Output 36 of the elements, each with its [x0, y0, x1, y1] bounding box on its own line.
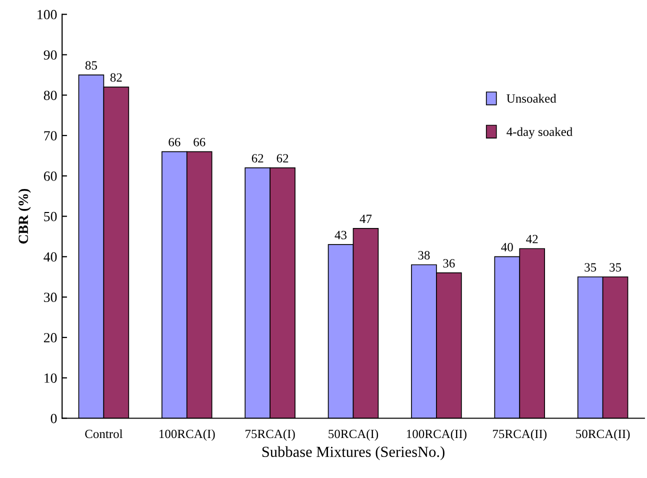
x-tick-label: 75RCA(II)	[493, 429, 547, 441]
x-axis-title: Subbase Mixtures (SeriesNo.)	[262, 446, 444, 460]
data-label: 62	[276, 154, 288, 163]
y-tick-label: 70	[44, 131, 57, 140]
y-tick-label: 90	[44, 50, 57, 60]
data-label: 82	[110, 73, 122, 82]
data-label: 40	[501, 242, 513, 252]
y-tick-label: 0	[50, 414, 57, 424]
y-tick-label: 50	[44, 212, 57, 222]
x-tick-label: 75RCA(I)	[246, 429, 295, 441]
x-tick-label: 100RCA(I)	[160, 429, 215, 441]
data-label: 62	[252, 154, 264, 163]
legend-label: 4-day soaked	[506, 127, 573, 139]
y-tick-label: 60	[44, 171, 57, 181]
x-tick-label: Control	[85, 429, 123, 438]
data-label: 36	[443, 259, 455, 268]
y-axis-title: CBR (%)	[18, 188, 31, 244]
data-label: 38	[418, 251, 430, 260]
y-tick-label: 100	[38, 10, 57, 20]
x-tick-label: 50RCA(II)	[576, 429, 630, 441]
data-label: 43	[334, 230, 347, 240]
data-label: 47	[360, 214, 372, 223]
y-tick-label: 40	[44, 252, 57, 262]
y-tick-label: 80	[44, 90, 57, 100]
data-label: 42	[526, 234, 538, 244]
x-tick-label: 100RCA(II)	[406, 429, 466, 441]
legend-label: Unsoaked	[506, 94, 556, 103]
data-label: 35	[610, 263, 622, 272]
x-tick-label: 50RCA(I)	[328, 429, 378, 441]
y-tick-label: 10	[44, 373, 57, 383]
y-tick-label: 30	[44, 292, 57, 302]
data-label: 35	[584, 263, 596, 272]
data-label: 66	[168, 138, 180, 146]
y-tick-label: 20	[44, 333, 57, 342]
data-label: 66	[194, 138, 206, 146]
data-label: 85	[85, 61, 97, 70]
